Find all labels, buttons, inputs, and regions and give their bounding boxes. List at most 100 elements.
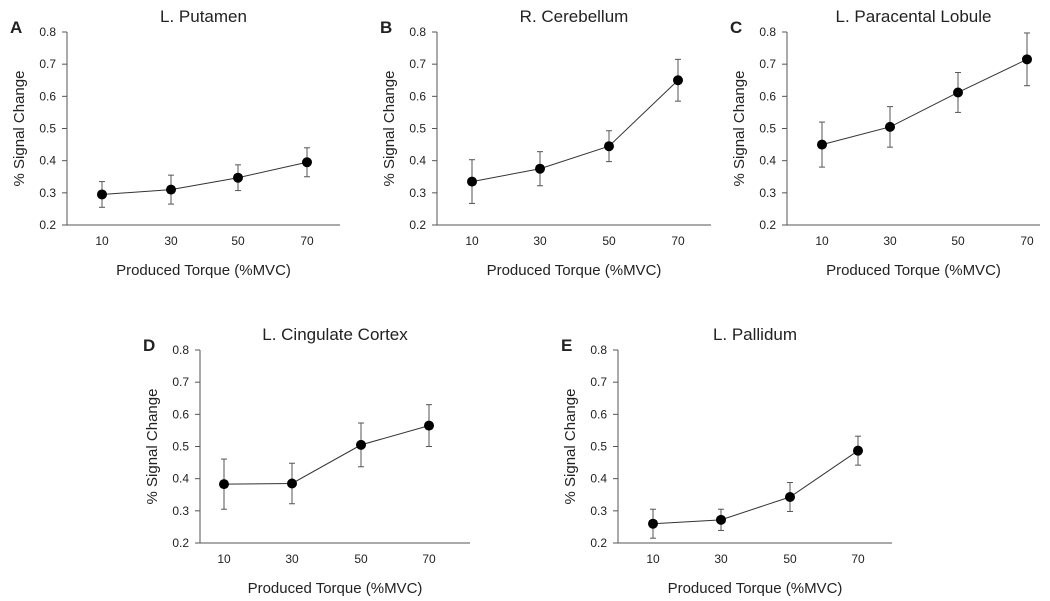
y-tick-label: 0.7 — [409, 57, 426, 71]
x-tick-label: 10 — [465, 234, 479, 248]
y-tick-label: 0.2 — [759, 218, 776, 232]
y-axis-label: % Signal Change — [562, 389, 579, 505]
y-tick-label: 0.8 — [172, 343, 189, 357]
y-axis-label: % Signal Change — [381, 71, 398, 187]
y-tick-label: 0.6 — [39, 89, 56, 103]
chart-title: L. Putamen — [160, 7, 247, 26]
y-tick-label: 0.8 — [39, 25, 56, 39]
data-point — [287, 478, 297, 489]
data-point — [467, 176, 477, 187]
panel-d: D L. Cingulate Cortex 0.2 0.3 0.4 0.5 0.6 0.7 0.… — [143, 325, 470, 597]
x-axis-label: Produced Torque (%MVC) — [116, 262, 291, 279]
y-tick-label: 0.8 — [590, 343, 607, 357]
x-tick-label: 50 — [602, 234, 616, 248]
panel-a: A L. Putamen 0.2 0.3 0.4 0.5 0.6 0.7 0.8 10 30 50 70… — [10, 7, 340, 279]
data-point — [648, 518, 658, 529]
x-tick-label: 10 — [646, 552, 660, 566]
panel-e: E L. Pallidum 0.2 0.3 0.4 0.5 0.6 0.7 0.8 10 30 50 7… — [561, 325, 892, 597]
y-tick-label: 0.2 — [39, 218, 56, 232]
y-tick-label: 0.4 — [172, 472, 189, 486]
y-tick-label: 0.5 — [409, 122, 426, 136]
y-tick-label: 0.2 — [590, 536, 607, 550]
y-tick-label: 0.6 — [759, 89, 776, 103]
data-point — [953, 87, 963, 98]
series-line — [471, 79, 679, 183]
chart-title: L. Paracental Lobule — [836, 7, 992, 26]
y-tick-label: 0.7 — [759, 57, 776, 71]
y-tick-label: 0.5 — [39, 122, 56, 136]
y-tick-label: 0.5 — [172, 440, 189, 454]
y-tick-label: 0.4 — [39, 154, 56, 168]
x-tick-label: 70 — [422, 552, 436, 566]
y-tick-label: 0.2 — [409, 218, 426, 232]
series-line — [101, 161, 308, 195]
y-axis-label: % Signal Change — [144, 389, 161, 505]
data-point — [785, 492, 795, 503]
x-axis-label: Produced Torque (%MVC) — [668, 580, 843, 597]
x-tick-label: 30 — [164, 234, 178, 248]
x-tick-label: 70 — [300, 234, 314, 248]
data-point — [673, 75, 683, 86]
x-tick-label: 30 — [533, 234, 547, 248]
y-tick-label: 0.8 — [759, 25, 776, 39]
y-tick-label: 0.3 — [39, 186, 56, 200]
data-point — [97, 189, 107, 200]
x-tick-label: 50 — [354, 552, 368, 566]
x-tick-label: 70 — [1020, 234, 1034, 248]
series-line — [652, 450, 859, 525]
series-line — [223, 425, 430, 485]
y-tick-label: 0.4 — [409, 154, 426, 168]
panel-letter: D — [143, 336, 155, 355]
y-axis-label: % Signal Change — [731, 71, 748, 187]
x-axis-label: Produced Torque (%MVC) — [826, 262, 1001, 279]
x-tick-label: 50 — [951, 234, 965, 248]
y-tick-label: 0.4 — [590, 472, 607, 486]
y-tick-label: 0.6 — [172, 407, 189, 421]
x-tick-label: 30 — [714, 552, 728, 566]
x-tick-label: 70 — [851, 552, 865, 566]
x-tick-label: 10 — [815, 234, 829, 248]
panel-letter: A — [10, 18, 22, 37]
series-line — [821, 58, 1028, 146]
x-tick-label: 30 — [285, 552, 299, 566]
data-point — [716, 514, 726, 525]
y-tick-label: 0.3 — [590, 504, 607, 518]
data-point — [424, 420, 434, 431]
y-axis-label: % Signal Change — [11, 71, 28, 187]
y-tick-label: 0.7 — [39, 57, 56, 71]
data-point — [356, 439, 366, 450]
y-tick-label: 0.3 — [759, 186, 776, 200]
y-tick-label: 0.5 — [759, 122, 776, 136]
data-point — [853, 445, 863, 456]
y-tick-label: 0.4 — [759, 154, 776, 168]
x-tick-label: 70 — [671, 234, 685, 248]
y-tick-label: 0.3 — [409, 186, 426, 200]
x-tick-label: 50 — [231, 234, 245, 248]
x-axis-label: Produced Torque (%MVC) — [487, 262, 662, 279]
data-point — [535, 163, 545, 174]
x-axis-label: Produced Torque (%MVC) — [248, 580, 423, 597]
panel-letter: B — [380, 18, 392, 37]
y-tick-label: 0.5 — [590, 440, 607, 454]
chart-title: R. Cerebellum — [520, 7, 629, 26]
panel-letter: E — [561, 336, 572, 355]
panel-c: C L. Paracental Lobule 0.2 0.3 0.4 0.5 0.6 0.7 0… — [730, 7, 1040, 279]
panel-letter: C — [730, 18, 742, 37]
panel-b: B R. Cerebellum 0.2 0.3 0.4 0.5 0.6 0.7 0.8 10 30 5… — [380, 7, 711, 279]
y-tick-label: 0.8 — [409, 25, 426, 39]
data-point — [1022, 54, 1032, 65]
y-tick-label: 0.7 — [590, 375, 607, 389]
data-point — [817, 139, 827, 150]
y-tick-label: 0.3 — [172, 504, 189, 518]
x-tick-label: 10 — [95, 234, 109, 248]
chart-title: L. Pallidum — [713, 325, 797, 344]
y-tick-label: 0.2 — [172, 536, 189, 550]
y-tick-label: 0.6 — [590, 407, 607, 421]
x-tick-label: 10 — [217, 552, 231, 566]
x-tick-label: 50 — [783, 552, 797, 566]
x-tick-label: 30 — [883, 234, 897, 248]
data-point — [219, 479, 229, 490]
data-point — [166, 184, 176, 195]
data-point — [885, 121, 895, 132]
